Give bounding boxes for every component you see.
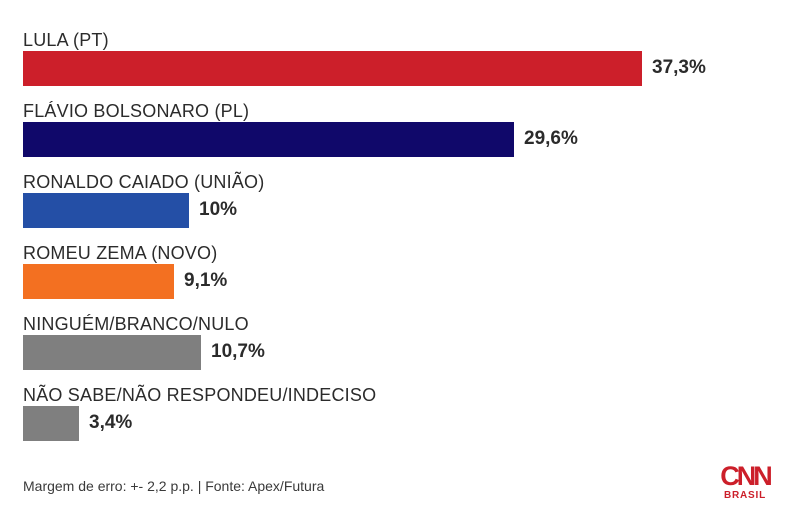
category-label: FLÁVIO BOLSONARO (PL) [23,101,250,121]
bar-row: FLÁVIO BOLSONARO (PL) 29,6% [0,101,802,161]
bar [23,122,514,157]
bar [23,335,201,370]
category-label: NÃO SABE/NÃO RESPONDEU/INDECISO [23,385,377,405]
bar [23,193,189,228]
bar-row: ROMEU ZEMA (NOVO) 9,1% [0,243,802,303]
value-label: 3,4% [89,412,133,433]
brasil-logo-text: BRASIL [723,490,767,501]
category-label: NINGUÉM/BRANCO/NULO [23,314,249,334]
bar-row: NÃO SABE/NÃO RESPONDEU/INDECISO 3,4% [0,385,802,445]
value-label: 9,1% [184,270,228,291]
bar [23,264,174,299]
bar-row: NINGUÉM/BRANCO/NULO 10,7% [0,314,802,374]
source-note: Margem de erro: +- 2,2 p.p. | Fonte: Ape… [23,478,325,494]
bar [23,406,79,441]
value-label: 10,7% [211,341,265,362]
value-label: 37,3% [652,57,706,78]
value-label: 29,6% [524,128,578,149]
category-label: LULA (PT) [23,30,109,50]
cnn-logo-text: CNN [720,461,773,491]
value-label: 10% [199,199,238,220]
category-label: RONALDO CAIADO (UNIÃO) [23,172,265,192]
bar-row: RONALDO CAIADO (UNIÃO) 10% [0,172,802,232]
bar [23,51,642,86]
bar-row: LULA (PT) 37,3% [0,30,802,90]
cnn-brasil-logo: CNN BRASIL [716,462,774,506]
bar-chart: LULA (PT) 37,3% FLÁVIO BOLSONARO (PL) 29,6%… [0,30,802,445]
category-label: ROMEU ZEMA (NOVO) [23,243,218,263]
